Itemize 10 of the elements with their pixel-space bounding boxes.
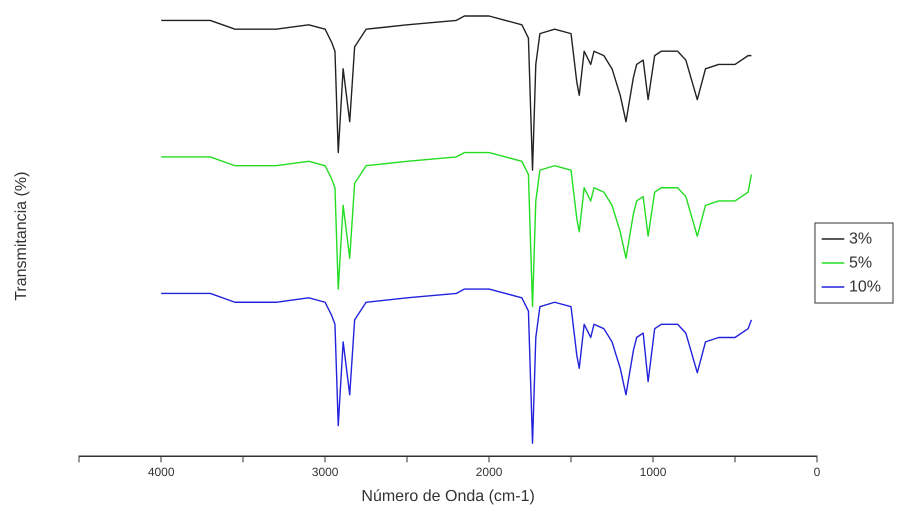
- x-tick-label: 1000: [640, 464, 667, 479]
- x-tick-label: 0: [814, 464, 821, 479]
- legend-label: 3%: [848, 230, 872, 248]
- legend-label: 5%: [848, 254, 872, 272]
- x-tick-label: 2000: [476, 464, 503, 479]
- x-axis-title: Número de Onda (cm-1): [361, 488, 535, 505]
- x-tick-label: 3000: [312, 464, 339, 479]
- x-tick-label: 4000: [148, 464, 175, 479]
- legend-label: 10%: [848, 278, 882, 296]
- y-axis-title: Transmitancia (%): [13, 172, 30, 301]
